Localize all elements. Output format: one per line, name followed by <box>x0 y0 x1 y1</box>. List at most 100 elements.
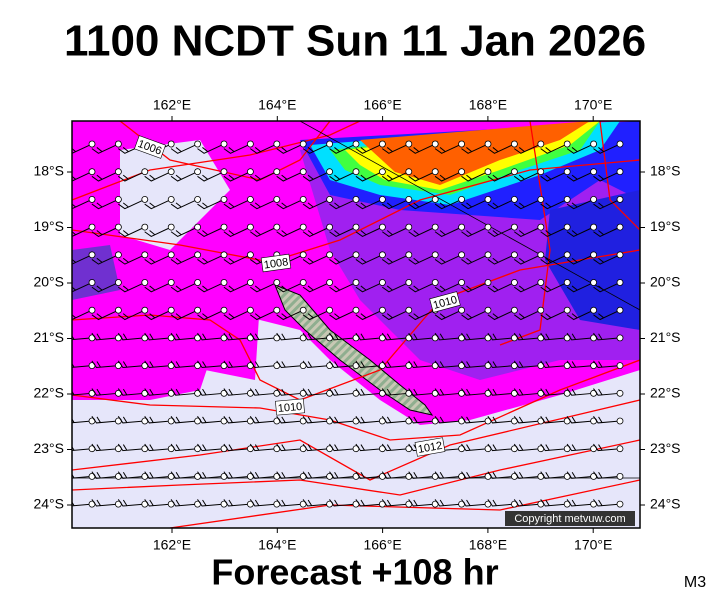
barb-station <box>405 500 413 508</box>
barb-shaft <box>223 499 248 507</box>
barb-shaft <box>197 172 222 182</box>
barb-station <box>246 334 254 342</box>
barb-station <box>115 500 122 508</box>
lat-label-right: 20°S <box>650 274 681 290</box>
barb-shaft <box>276 227 301 237</box>
barb-station <box>537 334 545 342</box>
barb-shaft <box>487 227 512 237</box>
wind-barb <box>117 388 149 397</box>
barb-station <box>167 417 175 425</box>
barb-shaft <box>223 200 248 210</box>
barb-station <box>431 417 439 425</box>
wind-barb <box>434 306 466 321</box>
barb-station <box>458 445 466 453</box>
barb-station <box>537 417 545 425</box>
wind-barb <box>91 360 122 370</box>
wind-barb <box>355 388 386 397</box>
wind-barb <box>461 416 492 425</box>
barb-shaft <box>408 388 433 396</box>
barb-shaft <box>117 172 143 182</box>
wind-barb <box>513 416 545 425</box>
barb-station <box>273 168 281 176</box>
wind-barb <box>540 251 571 265</box>
barb-shaft <box>144 499 169 507</box>
wind-barb <box>593 168 624 182</box>
wind-barb <box>170 306 202 321</box>
wind-barb <box>197 140 228 154</box>
barb-shaft <box>170 172 196 182</box>
lon-label-top: 162°E <box>153 97 191 113</box>
barb-station <box>405 334 413 342</box>
barb-shaft <box>461 332 486 341</box>
barb-shaft <box>408 144 433 154</box>
barb-shaft <box>487 311 512 321</box>
barb-station <box>246 445 254 453</box>
wind-barb <box>197 416 228 425</box>
wind-barb <box>302 251 334 265</box>
barb-shaft <box>302 172 328 182</box>
barb-station <box>590 306 597 314</box>
barb-station <box>378 334 386 342</box>
wind-barb <box>170 251 202 265</box>
barb-station <box>167 334 175 342</box>
barb-station <box>352 334 360 342</box>
barb-station <box>378 445 386 453</box>
barb-shaft <box>249 172 275 182</box>
wind-barb <box>487 195 518 210</box>
barb-shaft <box>408 227 433 237</box>
barb-shaft <box>302 227 328 237</box>
barb-station <box>167 445 175 453</box>
barb-shaft <box>276 200 301 210</box>
barb-shaft <box>566 499 591 507</box>
barb-station <box>458 389 466 397</box>
lon-label-bottom: 166°E <box>363 537 401 553</box>
wind-barb <box>434 168 466 182</box>
barb-shaft <box>461 283 486 293</box>
barb-station <box>115 306 122 314</box>
wind-barbs <box>72 140 624 508</box>
barb-shaft <box>593 144 618 154</box>
barb-shaft <box>593 416 618 424</box>
wind-barb <box>408 499 439 508</box>
barb-shaft <box>170 283 196 293</box>
barb-station <box>326 389 334 397</box>
wind-barb <box>566 223 597 237</box>
barb-station <box>299 306 307 314</box>
barb-shaft <box>593 499 618 507</box>
barb-station <box>431 500 439 508</box>
barb-station <box>326 195 334 203</box>
wind-barb <box>170 360 202 370</box>
barb-station <box>115 223 122 231</box>
copyright: Copyright metvuw.com <box>514 513 625 525</box>
barb-station <box>167 168 175 176</box>
barb-shaft <box>117 471 142 479</box>
barb-shaft <box>540 227 565 237</box>
barb-station <box>299 500 307 508</box>
forecast-label: Forecast +108 hr <box>211 552 498 593</box>
barb-shaft <box>355 311 380 321</box>
barb-station <box>141 168 149 176</box>
barb-station <box>246 195 254 203</box>
barb-shaft <box>487 499 512 507</box>
wind-barb <box>144 416 175 425</box>
barb-station <box>616 417 624 425</box>
barb-shaft <box>249 388 274 396</box>
barb-shaft <box>91 227 116 237</box>
barb-station <box>378 223 386 231</box>
wind-barb <box>329 223 360 237</box>
wind-barb <box>408 223 439 237</box>
barb-station <box>378 195 386 203</box>
wind-barb <box>302 306 334 321</box>
barb-shaft <box>197 311 222 321</box>
isobar-label: 1010 <box>429 291 461 313</box>
barb-station <box>246 472 254 480</box>
wind-barb <box>593 471 624 480</box>
lon-label-top: 166°E <box>363 97 401 113</box>
barb-station <box>220 500 228 508</box>
wind-barb <box>249 388 281 397</box>
barb-shaft <box>434 499 459 507</box>
barb-shaft <box>91 144 116 154</box>
magenta-patch <box>205 300 260 380</box>
barb-shaft <box>434 360 459 369</box>
wind-barb <box>408 279 439 293</box>
